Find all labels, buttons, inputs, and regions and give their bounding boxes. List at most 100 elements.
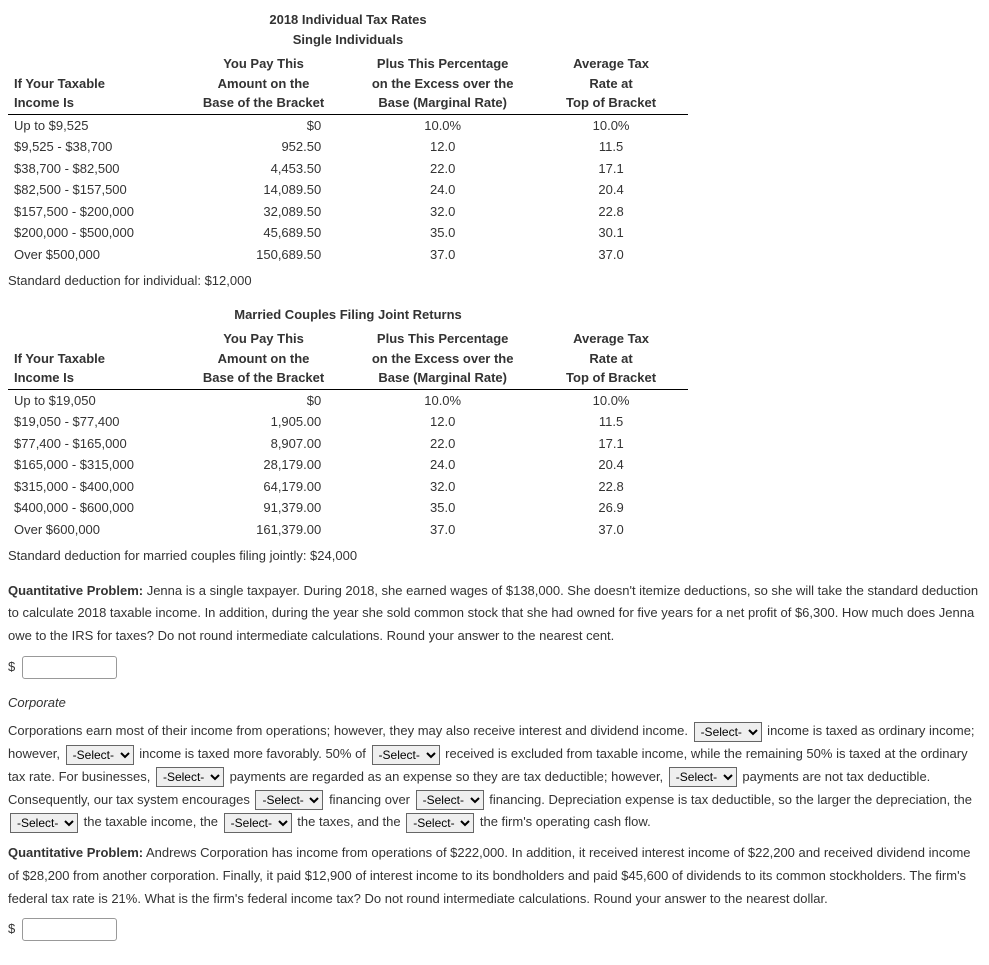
- cell-rate: 12.0: [351, 411, 534, 433]
- qp2-answer-input[interactable]: [22, 918, 117, 941]
- select-2[interactable]: -Select-: [66, 745, 134, 765]
- header-base: You Pay ThisAmount on theBase of the Bra…: [176, 53, 351, 114]
- main-title: 2018 Individual Tax Rates: [8, 10, 688, 30]
- qp-label: Quantitative Problem:: [8, 845, 143, 860]
- cell-income: Over $500,000: [8, 244, 176, 266]
- cell-income: Up to $9,525: [8, 114, 176, 136]
- cell-rate: 35.0: [351, 222, 534, 244]
- cell-avg: 37.0: [534, 519, 688, 541]
- cell-base: $0: [176, 114, 351, 136]
- cell-base: 161,379.00: [176, 519, 351, 541]
- cell-rate: 37.0: [351, 519, 534, 541]
- cell-avg: 11.5: [534, 411, 688, 433]
- select-9[interactable]: -Select-: [224, 813, 292, 833]
- qp-label: Quantitative Problem:: [8, 583, 143, 598]
- table-row: $38,700 - $82,5004,453.5022.017.1: [8, 158, 688, 180]
- cell-income: Over $600,000: [8, 519, 176, 541]
- select-3[interactable]: -Select-: [372, 745, 440, 765]
- cell-rate: 22.0: [351, 158, 534, 180]
- cell-avg: 10.0%: [534, 389, 688, 411]
- cell-avg: 20.4: [534, 179, 688, 201]
- cell-base: 4,453.50: [176, 158, 351, 180]
- header-marginal: Plus This Percentageon the Excess over t…: [351, 328, 534, 389]
- qp1-paragraph: Quantitative Problem: Jenna is a single …: [8, 580, 981, 648]
- corporate-heading: Corporate: [8, 693, 981, 713]
- cell-base: 45,689.50: [176, 222, 351, 244]
- table-row: $19,050 - $77,4001,905.0012.011.5: [8, 411, 688, 433]
- cell-base: 8,907.00: [176, 433, 351, 455]
- cell-rate: 35.0: [351, 497, 534, 519]
- single-subtitle: Single Individuals: [8, 30, 688, 50]
- table-row: $400,000 - $600,00091,379.0035.026.9: [8, 497, 688, 519]
- table-row: Over $500,000150,689.5037.037.0: [8, 244, 688, 266]
- cell-rate: 37.0: [351, 244, 534, 266]
- cell-avg: 20.4: [534, 454, 688, 476]
- dollar-sign: $: [8, 659, 15, 674]
- cell-base: 91,379.00: [176, 497, 351, 519]
- cell-income: Up to $19,050: [8, 389, 176, 411]
- table-row: $165,000 - $315,00028,179.0024.020.4: [8, 454, 688, 476]
- cell-base: 14,089.50: [176, 179, 351, 201]
- select-1[interactable]: -Select-: [694, 722, 762, 742]
- header-income: If Your TaxableIncome Is: [8, 328, 176, 389]
- select-8[interactable]: -Select-: [10, 813, 78, 833]
- table-row: $9,525 - $38,700952.5012.011.5: [8, 136, 688, 158]
- select-10[interactable]: -Select-: [406, 813, 474, 833]
- cell-rate: 32.0: [351, 476, 534, 498]
- table-row: Up to $19,050$010.0%10.0%: [8, 389, 688, 411]
- select-7[interactable]: -Select-: [416, 790, 484, 810]
- cell-rate: 10.0%: [351, 114, 534, 136]
- single-rates-table: If Your TaxableIncome Is You Pay ThisAmo…: [8, 53, 688, 265]
- cell-avg: 10.0%: [534, 114, 688, 136]
- cell-avg: 37.0: [534, 244, 688, 266]
- cell-base: 150,689.50: [176, 244, 351, 266]
- cell-avg: 22.8: [534, 201, 688, 223]
- cell-avg: 26.9: [534, 497, 688, 519]
- header-base: You Pay ThisAmount on theBase of the Bra…: [176, 328, 351, 389]
- cell-income: $400,000 - $600,000: [8, 497, 176, 519]
- cell-avg: 17.1: [534, 158, 688, 180]
- cell-base: 28,179.00: [176, 454, 351, 476]
- select-6[interactable]: -Select-: [255, 790, 323, 810]
- select-5[interactable]: -Select-: [669, 767, 737, 787]
- cell-income: $200,000 - $500,000: [8, 222, 176, 244]
- cell-income: $315,000 - $400,000: [8, 476, 176, 498]
- cell-income: $165,000 - $315,000: [8, 454, 176, 476]
- dollar-sign: $: [8, 921, 15, 936]
- table-row: $77,400 - $165,0008,907.0022.017.1: [8, 433, 688, 455]
- married-footnote: Standard deduction for married couples f…: [8, 546, 981, 566]
- header-income: If Your TaxableIncome Is: [8, 53, 176, 114]
- cell-base: 32,089.50: [176, 201, 351, 223]
- cell-rate: 24.0: [351, 179, 534, 201]
- married-rates-table: If Your TaxableIncome Is You Pay ThisAmo…: [8, 328, 688, 540]
- cell-base: 952.50: [176, 136, 351, 158]
- cell-rate: 10.0%: [351, 389, 534, 411]
- single-footnote: Standard deduction for individual: $12,0…: [8, 271, 981, 291]
- table-row: $315,000 - $400,00064,179.0032.022.8: [8, 476, 688, 498]
- table-row: $157,500 - $200,00032,089.5032.022.8: [8, 201, 688, 223]
- cell-avg: 22.8: [534, 476, 688, 498]
- cell-income: $157,500 - $200,000: [8, 201, 176, 223]
- qp1-answer-input[interactable]: [22, 656, 117, 679]
- cell-income: $38,700 - $82,500: [8, 158, 176, 180]
- cell-avg: 30.1: [534, 222, 688, 244]
- cell-rate: 24.0: [351, 454, 534, 476]
- cell-income: $19,050 - $77,400: [8, 411, 176, 433]
- header-avg: Average TaxRate atTop of Bracket: [534, 53, 688, 114]
- table-row: Up to $9,525$010.0%10.0%: [8, 114, 688, 136]
- cell-base: $0: [176, 389, 351, 411]
- cell-base: 64,179.00: [176, 476, 351, 498]
- cell-income: $82,500 - $157,500: [8, 179, 176, 201]
- table-row: $200,000 - $500,00045,689.5035.030.1: [8, 222, 688, 244]
- cell-income: $9,525 - $38,700: [8, 136, 176, 158]
- cell-rate: 32.0: [351, 201, 534, 223]
- header-marginal: Plus This Percentageon the Excess over t…: [351, 53, 534, 114]
- table-row: $82,500 - $157,50014,089.5024.020.4: [8, 179, 688, 201]
- qp2-paragraph: Quantitative Problem: Andrews Corporatio…: [8, 842, 981, 910]
- cell-income: $77,400 - $165,000: [8, 433, 176, 455]
- header-avg: Average TaxRate atTop of Bracket: [534, 328, 688, 389]
- corporate-paragraph: Corporations earn most of their income f…: [8, 720, 981, 834]
- cell-rate: 22.0: [351, 433, 534, 455]
- select-4[interactable]: -Select-: [156, 767, 224, 787]
- cell-base: 1,905.00: [176, 411, 351, 433]
